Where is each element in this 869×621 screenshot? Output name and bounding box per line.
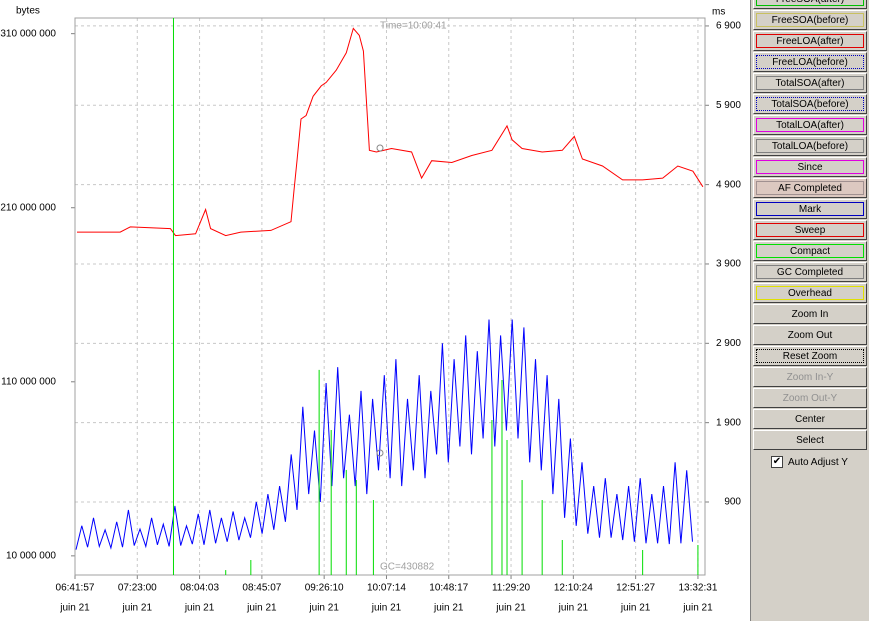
data-line: [75, 319, 693, 550]
button-label: Zoom In-Y: [786, 372, 834, 383]
x-tick-date: juin 21: [558, 603, 589, 614]
x-tick-date: juin 21: [682, 603, 713, 614]
button[interactable]: TotalLOA(after): [753, 115, 867, 135]
y2-tick-label: 2 900: [716, 338, 741, 349]
y2-tick-label: 6 900: [716, 21, 741, 32]
cursor-gc: GC=430882: [380, 562, 435, 573]
button[interactable]: TotalLOA(before): [753, 136, 867, 156]
button[interactable]: GC Completed: [753, 262, 867, 282]
button-label: Zoom In: [791, 309, 829, 320]
button[interactable]: FreeLOA(before): [753, 52, 867, 72]
button-label: Mark: [756, 202, 864, 216]
button-label: GC Completed: [756, 265, 864, 279]
button-label: Reset Zoom: [756, 349, 864, 363]
button-label: Select: [796, 435, 824, 446]
button[interactable]: Select: [753, 430, 867, 450]
chart-background: [0, 0, 750, 621]
button-label: Overhead: [756, 286, 864, 300]
y-tick-label: 110 000 000: [1, 376, 56, 387]
button[interactable]: Reset Zoom: [753, 346, 867, 366]
button[interactable]: Zoom In: [753, 304, 867, 324]
button[interactable]: FreeLOA(after): [753, 31, 867, 51]
button[interactable]: Overhead: [753, 283, 867, 303]
button[interactable]: TotalSOA(before): [753, 94, 867, 114]
cursor-marker: [376, 144, 384, 152]
checkbox[interactable]: ✔: [771, 456, 783, 468]
x-tick-label: 12:51:27: [616, 583, 655, 594]
x-tick-label: 11:29:20: [492, 583, 531, 594]
button[interactable]: Center: [753, 409, 867, 429]
button[interactable]: Zoom Out-Y: [753, 388, 867, 408]
x-tick-label: 10:48:17: [429, 583, 468, 594]
button[interactable]: Compact: [753, 241, 867, 261]
x-tick-date: juin 21: [246, 603, 277, 614]
x-tick-date: juin 21: [620, 603, 651, 614]
data-line: [77, 27, 704, 237]
y2-tick-label: 5 900: [716, 100, 741, 111]
y2-axis-label: ms: [712, 7, 725, 18]
button-label: Sweep: [756, 223, 864, 237]
button[interactable]: TotalSOA(after): [753, 73, 867, 93]
button[interactable]: Since: [753, 157, 867, 177]
chart: bytes ms 06:41:57 juin 21 07:23:00 juin 21 0…: [0, 0, 750, 621]
button-label: Center: [794, 414, 825, 425]
x-tick-label: 10:07:14: [367, 583, 406, 594]
x-tick-date: juin 21: [59, 603, 90, 614]
button-label: TotalLOA(before): [756, 139, 864, 153]
cursor-marker: [376, 449, 384, 457]
checkbox-label[interactable]: Auto Adjust Y: [788, 457, 848, 468]
x-tick-date: juin 21: [371, 603, 402, 614]
x-tick-label: 08:45:07: [242, 583, 281, 594]
y-tick-label: 210 000 000: [0, 202, 56, 213]
y-tick-label: 10 000 000: [6, 550, 56, 561]
control-panel: ✔ Auto Adjust Y FreeSOA(after) FreeSOA(be…: [750, 0, 869, 621]
button[interactable]: Zoom Out: [753, 325, 867, 345]
x-tick-label: 07:23:00: [118, 583, 157, 594]
y2-tick-label: 900: [724, 497, 741, 508]
button-label: TotalSOA(before): [756, 97, 864, 111]
y2-tick-label: 3 900: [716, 259, 741, 270]
x-tick-date: juin 21: [495, 603, 526, 614]
x-tick-date: juin 21: [308, 603, 339, 614]
x-tick-label: 06:41:57: [56, 583, 95, 594]
button-label: Zoom Out-Y: [782, 393, 838, 404]
button-label: Since: [756, 160, 864, 174]
button-label: FreeSOA(after): [756, 0, 864, 6]
cursor-time: Time=10:00:41: [380, 21, 447, 32]
button-label: TotalSOA(after): [756, 76, 864, 90]
button-label: TotalLOA(after): [756, 118, 864, 132]
button-label: FreeLOA(after): [756, 34, 864, 48]
y-axis-label: bytes: [16, 6, 40, 17]
x-tick-label: 12:10:24: [554, 583, 593, 594]
button-label: FreeLOA(before): [756, 55, 864, 69]
x-tick-date: juin 21: [433, 603, 464, 614]
button[interactable]: Zoom In-Y: [753, 367, 867, 387]
x-tick-label: 09:26:10: [305, 583, 344, 594]
button[interactable]: FreeSOA(after): [753, 0, 867, 9]
plot-frame: [74, 17, 706, 576]
x-tick-label: 13:32:31: [678, 583, 717, 594]
button[interactable]: Sweep: [753, 220, 867, 240]
button[interactable]: AF Completed: [753, 178, 867, 198]
y-tick-label: 310 000 000: [0, 28, 56, 39]
y2-tick-label: 4 900: [716, 179, 741, 190]
button[interactable]: FreeSOA(before): [753, 10, 867, 30]
button-label: Zoom Out: [787, 330, 833, 341]
x-tick-date: juin 21: [184, 603, 215, 614]
y2-tick-label: 1 900: [716, 417, 741, 428]
button-label: AF Completed: [756, 181, 864, 195]
x-tick-date: juin 21: [122, 603, 153, 614]
x-tick-label: 08:04:03: [180, 583, 219, 594]
button-label: FreeSOA(before): [756, 13, 864, 27]
button-label: Compact: [756, 244, 864, 258]
button[interactable]: Mark: [753, 199, 867, 219]
